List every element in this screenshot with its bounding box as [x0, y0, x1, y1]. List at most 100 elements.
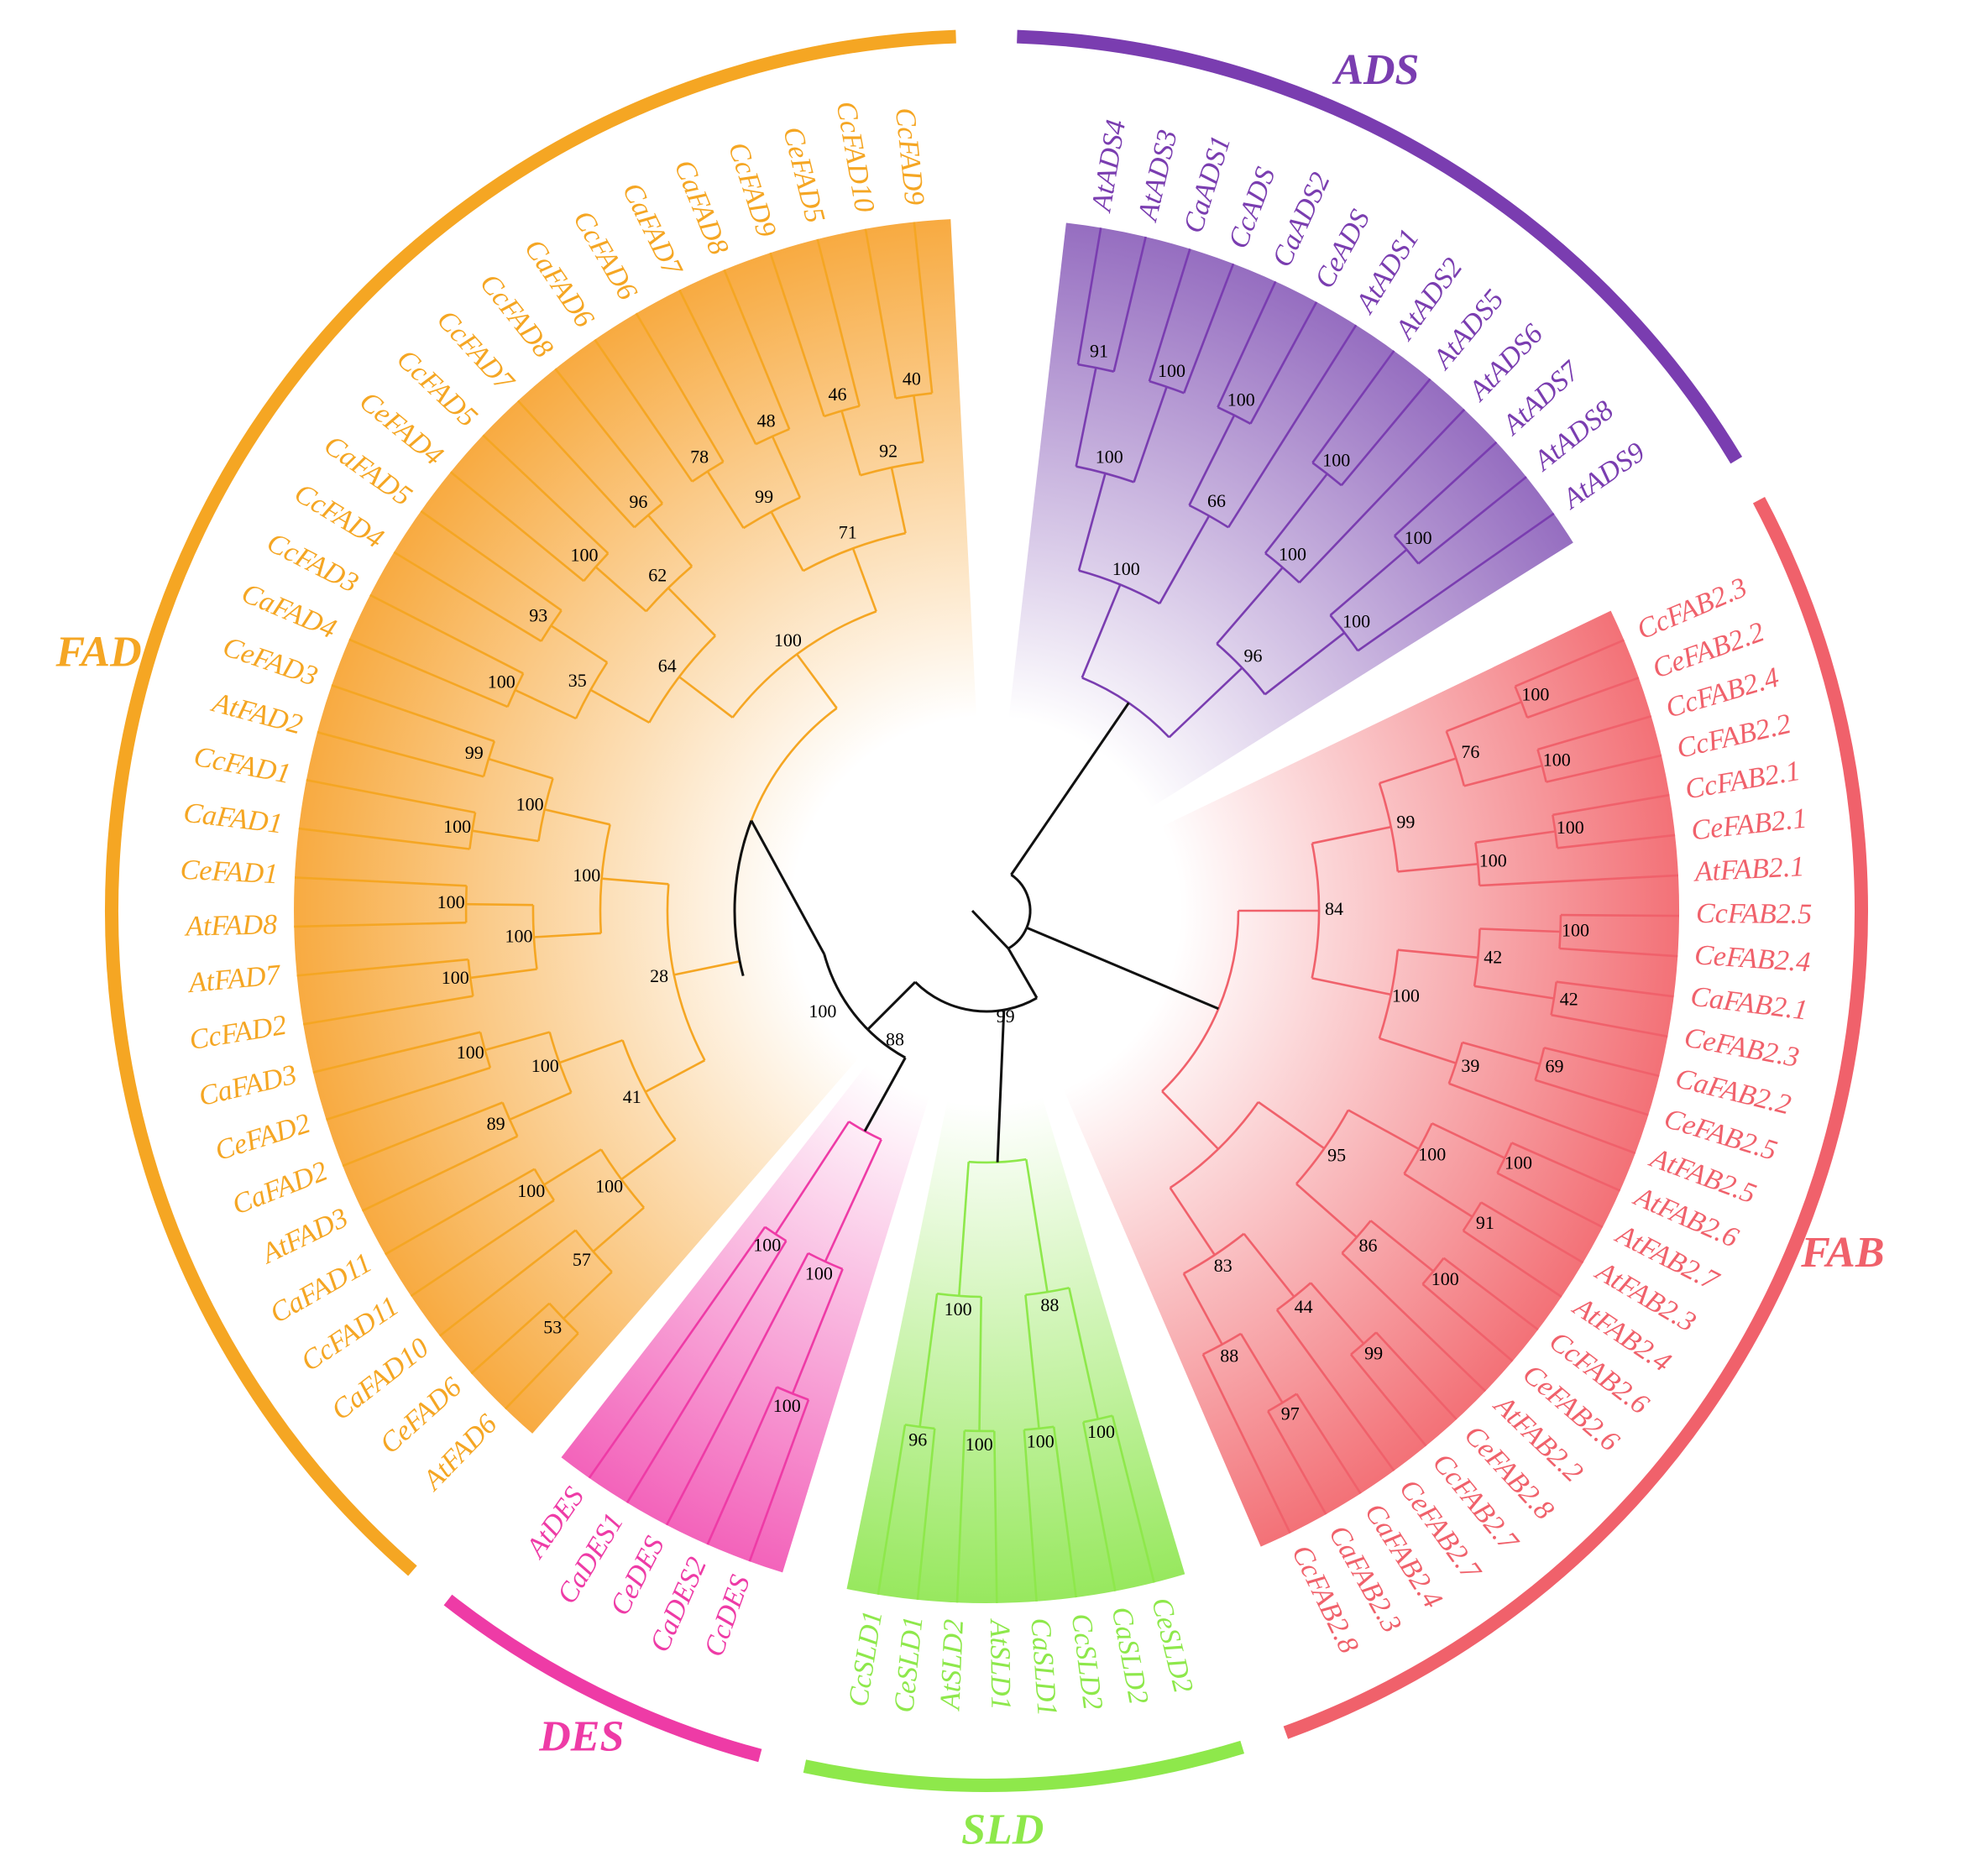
branch: [1075, 367, 1097, 467]
bootstrap-value: 44: [1295, 1296, 1313, 1317]
branch: [1397, 948, 1478, 959]
branch: [1403, 1173, 1473, 1218]
branch: [420, 509, 563, 612]
bootstrap-value: 100: [1158, 360, 1185, 381]
branch: [774, 1121, 850, 1235]
branch-arc: [648, 635, 716, 724]
branch: [1560, 913, 1680, 917]
branch-arc: [964, 1429, 995, 1433]
branch: [342, 1101, 504, 1168]
bootstrap-value: 83: [1214, 1255, 1232, 1276]
bootstrap-value: 100: [571, 545, 599, 566]
bootstrap-value: 88: [1040, 1294, 1059, 1315]
branch: [635, 312, 725, 462]
branch: [769, 252, 825, 417]
branch: [1295, 1183, 1358, 1238]
branch: [563, 1271, 613, 1319]
branch: [1417, 476, 1527, 565]
branch: [1448, 1082, 1636, 1155]
bootstrap-value: 66: [1207, 490, 1226, 511]
clade-arc-fab: [1283, 497, 1868, 1739]
branch: [771, 436, 802, 499]
leaf-label: CeFAB2.3: [1682, 1022, 1802, 1074]
bootstrap-value: 100: [443, 816, 471, 837]
leaf-label: AtADS4: [1086, 118, 1132, 215]
bootstrap-value: 78: [690, 446, 709, 467]
bootstrap-value: 93: [529, 605, 547, 626]
backbone-arc: [914, 980, 1038, 1013]
branch: [667, 587, 716, 637]
bootstrap-value: 86: [1359, 1235, 1378, 1256]
branch: [410, 1199, 555, 1298]
branch: [840, 410, 861, 476]
clade-wedge-fab: [986, 610, 1680, 1547]
bootstrap-value: 100: [488, 671, 515, 692]
branch: [1442, 1257, 1539, 1331]
bootstrap-value: 91: [1090, 340, 1108, 361]
branch: [348, 638, 509, 708]
leaf-label: CaSLD2: [1106, 1604, 1154, 1706]
branch-arc: [531, 905, 538, 969]
bootstrap-value: 100: [1479, 850, 1507, 871]
branch-arc: [764, 1225, 788, 1242]
branch-arc: [1311, 462, 1342, 487]
branch: [312, 1031, 481, 1074]
branch-arc: [1083, 1414, 1113, 1424]
branch: [1431, 1122, 1505, 1159]
branch: [543, 1148, 602, 1186]
bootstrap-value: 57: [573, 1249, 591, 1270]
bootstrap-value: 99: [755, 486, 773, 507]
branch-arc: [936, 1292, 981, 1299]
branch: [1258, 1100, 1326, 1150]
leaf-label: CaSLD1: [1024, 1617, 1062, 1717]
branch: [1267, 1410, 1327, 1515]
bootstrap-value: 97: [1281, 1403, 1300, 1424]
bootstrap-value: 71: [839, 522, 857, 543]
branch: [625, 1240, 788, 1503]
bootstrap-value: 100: [1027, 1431, 1055, 1452]
branch: [913, 222, 934, 394]
bootstrap-value: 84: [1325, 898, 1343, 919]
branch: [918, 1293, 939, 1428]
branch-arc: [904, 1424, 935, 1430]
branch: [748, 1399, 810, 1562]
branch: [331, 684, 495, 743]
branch: [470, 968, 537, 980]
bootstrap-value: 100: [1392, 985, 1420, 1006]
branch: [1546, 754, 1662, 783]
branch: [1068, 1288, 1099, 1419]
branch: [1446, 700, 1522, 733]
leaf-label: CeFAB2.1: [1690, 803, 1808, 847]
branch: [1249, 301, 1318, 425]
branch: [1357, 512, 1555, 652]
leaf-label: CcFAB2.5: [1696, 898, 1812, 930]
branch: [1077, 473, 1107, 572]
leaf-label: CcFAB2.1: [1683, 755, 1803, 806]
clade-wedge-sld: [846, 911, 1185, 1603]
leaf-label: AtSLD2: [934, 1618, 970, 1711]
clade-labels: ADS FAB SLD DES FAD: [55, 46, 1885, 1854]
branch: [913, 395, 924, 462]
bootstrap-value: 100: [1096, 447, 1123, 468]
bootstrap-value: 35: [568, 670, 587, 691]
backbone-arc: [1010, 873, 1032, 928]
branch-arc: [666, 884, 706, 1061]
branch: [482, 434, 610, 555]
branch: [978, 1296, 982, 1431]
leaf-label: CeFAD2: [212, 1108, 314, 1167]
bootstrap-value: 100: [805, 1262, 833, 1283]
leaf-label: AtFAD7: [186, 959, 283, 999]
bootstrap-value: 40: [903, 368, 921, 389]
branch: [594, 566, 647, 613]
branch: [298, 827, 470, 850]
branch: [816, 238, 861, 407]
clade-wedge-ads: [986, 222, 1573, 911]
branch: [673, 960, 741, 976]
branch-arc: [464, 886, 468, 923]
backbone-branch: [1007, 948, 1039, 999]
branch: [1559, 947, 1678, 958]
bootstrap-value: 100: [457, 1042, 484, 1063]
bootstrap-value: 100: [753, 1234, 781, 1255]
branch: [1161, 1090, 1219, 1150]
branch: [1227, 324, 1358, 528]
